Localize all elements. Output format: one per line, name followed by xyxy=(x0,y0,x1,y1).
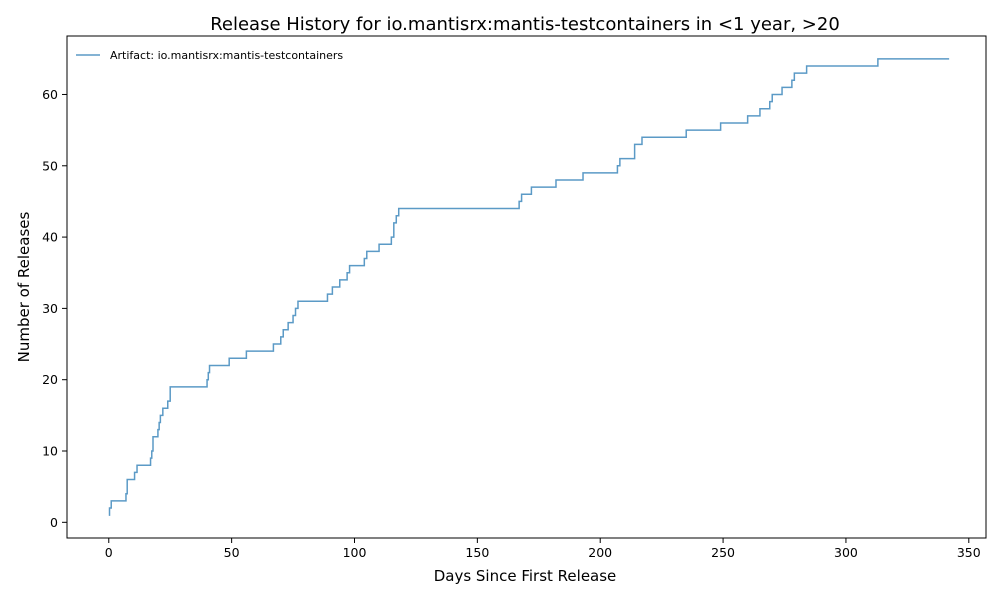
y-tick-label: 30 xyxy=(42,301,58,316)
x-tick-label: 200 xyxy=(588,545,612,560)
x-tick-label: 0 xyxy=(105,545,113,560)
plot-frame xyxy=(67,36,986,538)
x-tick-label: 50 xyxy=(224,545,240,560)
x-axis-label: Days Since First Release xyxy=(434,567,617,585)
y-axis-label: Number of Releases xyxy=(15,211,33,362)
x-tick-label: 100 xyxy=(343,545,367,560)
series-step-line xyxy=(109,59,949,515)
x-tick-label: 300 xyxy=(834,545,858,560)
axis-ticks: 0 50 100 150 200 250 300 350 0 10 20 30 40 50 60 xyxy=(42,87,981,560)
legend-label: Artifact: io.mantisrx:mantis-testcontain… xyxy=(110,49,343,62)
y-tick-label: 50 xyxy=(42,158,58,173)
chart-title: Release History for io.mantisrx:mantis-t… xyxy=(210,14,840,35)
x-tick-label: 250 xyxy=(711,545,735,560)
y-tick-label: 60 xyxy=(42,87,58,102)
y-tick-label: 20 xyxy=(42,372,58,387)
y-tick-label: 40 xyxy=(42,230,58,245)
x-tick-label: 350 xyxy=(957,545,981,560)
legend: Artifact: io.mantisrx:mantis-testcontain… xyxy=(76,49,343,62)
x-tick-label: 150 xyxy=(465,545,489,560)
y-tick-label: 0 xyxy=(50,515,58,530)
y-tick-label: 10 xyxy=(42,444,58,459)
